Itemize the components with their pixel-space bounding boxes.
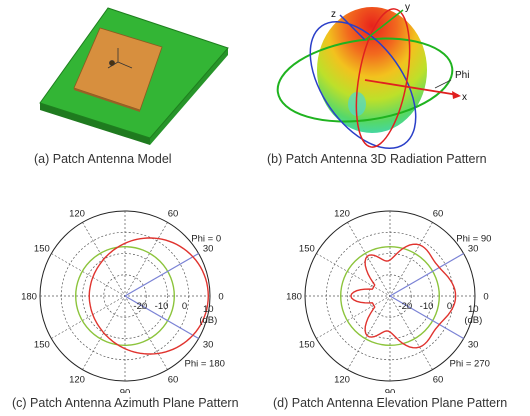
substrate-side — [150, 48, 228, 145]
patch-top — [73, 27, 163, 111]
grid-ring — [103, 274, 147, 318]
angle-label: 120 — [334, 208, 350, 219]
radial-label: -20 — [133, 301, 147, 312]
azimuth-polar-plot: 0306090120150180150120906030-20-10010(dB… — [21, 196, 225, 399]
z-axis-label: z — [331, 9, 336, 20]
panel-3d-pattern: z y x Phi (b) Patch Antenna 3D Radiation… — [265, 0, 530, 175]
phi-pointer — [434, 79, 452, 89]
phi-bottom-label: Phi = 180 — [185, 359, 225, 370]
angle-label: 60 — [168, 208, 179, 219]
phi-axis-label: Phi — [455, 70, 469, 81]
angle-label: 90 — [385, 388, 396, 394]
angle-label: 60 — [433, 375, 444, 386]
angle-label: 120 — [69, 375, 85, 386]
angle-label: 60 — [168, 375, 179, 386]
radial-label: -20 — [398, 301, 412, 312]
angle-label: 30 — [203, 340, 214, 351]
radiation-pattern-3d: z y x Phi — [276, 2, 469, 150]
radiation-pattern-curve — [88, 237, 210, 355]
y-axis-label: y — [405, 2, 410, 13]
radial-label: -10 — [155, 301, 169, 312]
angle-label: 60 — [433, 208, 444, 219]
angle-label: 0 — [218, 292, 223, 303]
phi-direction-line — [389, 295, 464, 340]
phi-top-label: Phi = 90 — [456, 234, 491, 245]
panel-elevation: 0306090120150180150120906030-20-10010(dB… — [265, 196, 530, 416]
angle-label: 150 — [34, 244, 50, 255]
grid-ring — [347, 253, 433, 339]
radial-label: 0 — [447, 301, 452, 312]
reference-circle — [74, 246, 175, 346]
grid-ring — [368, 274, 412, 318]
x-axis-label: x — [462, 92, 467, 103]
radial-label: 10 — [468, 304, 479, 315]
z-axis-line — [339, 14, 366, 41]
elevation-polar-plot: 0306090120150180150120906030-20-10010(dB… — [286, 196, 491, 399]
angle-label: 150 — [299, 244, 315, 255]
phi-ring-blue — [309, 20, 417, 150]
y-axis-line — [364, 9, 404, 41]
grid-ring — [82, 253, 168, 339]
phi-direction-line — [124, 295, 199, 340]
radial-label: 0 — [182, 301, 187, 312]
radiation-pattern-curve — [350, 243, 457, 349]
phi-top-label: Phi = 0 — [191, 234, 221, 245]
unit-label: (dB) — [464, 315, 482, 326]
phi-bottom-label: Phi = 270 — [450, 359, 490, 370]
angle-label: 120 — [69, 208, 85, 219]
angle-label: 90 — [120, 388, 131, 394]
substrate-edge — [40, 103, 150, 145]
theta-ring-red — [355, 8, 411, 148]
angle-label: 30 — [203, 244, 214, 255]
panel-patch-model: (a) Patch Antenna Model — [0, 0, 265, 175]
angle-label: 180 — [21, 292, 37, 303]
caption-elevation: (d) Patch Antenna Elevation Plane Patter… — [273, 396, 508, 410]
angle-label: 180 — [286, 292, 302, 303]
caption-3d-pattern: (b) Patch Antenna 3D Radiation Pattern — [267, 152, 487, 166]
feed-axes-icon — [107, 48, 133, 69]
caption-azimuth: (c) Patch Antenna Azimuth Plane Pattern — [12, 396, 239, 410]
angle-label: 30 — [468, 340, 479, 351]
angle-label: 0 — [483, 292, 488, 303]
patch-antenna-model — [39, 7, 229, 145]
angle-label: 150 — [34, 340, 50, 351]
phi-ring-green — [276, 37, 454, 123]
caption-patch-model: (a) Patch Antenna Model — [34, 152, 172, 166]
phi-direction-line — [389, 252, 464, 297]
x-axis-line — [364, 79, 459, 96]
patch-edge — [74, 88, 140, 112]
panel-azimuth: 0306090120150180150120906030-20-10010(dB… — [0, 196, 265, 416]
phi-direction-line — [124, 252, 199, 297]
main-lobe — [317, 7, 427, 133]
radial-label: 10 — [203, 304, 214, 315]
angle-label: 150 — [299, 340, 315, 351]
angle-label: 30 — [468, 244, 479, 255]
radial-label: -10 — [420, 301, 434, 312]
reference-circle — [339, 246, 440, 346]
x-axis-arrow-icon — [452, 91, 461, 99]
angle-label: 120 — [334, 375, 350, 386]
unit-label: (dB) — [199, 315, 217, 326]
